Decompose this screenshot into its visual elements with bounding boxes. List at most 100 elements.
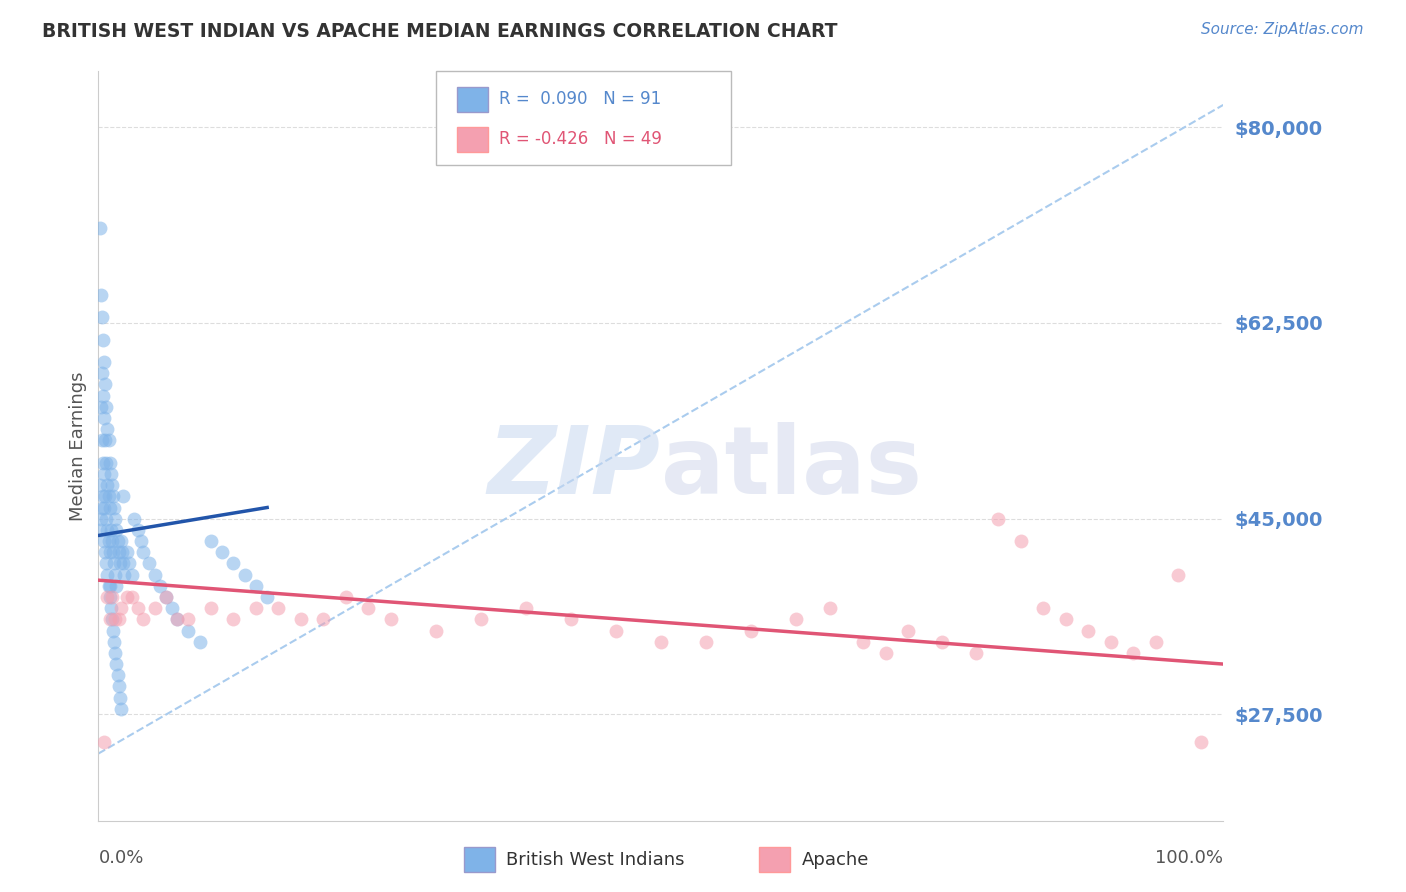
Text: ZIP: ZIP xyxy=(488,423,661,515)
Point xyxy=(112,557,135,571)
Point xyxy=(132,612,155,626)
Point xyxy=(105,523,128,537)
Point xyxy=(931,634,953,648)
Point xyxy=(94,377,117,392)
Point xyxy=(245,601,267,615)
Point xyxy=(101,545,124,559)
Point xyxy=(101,534,124,549)
Point xyxy=(107,680,129,694)
Point xyxy=(695,634,717,648)
Point xyxy=(100,601,122,615)
Point xyxy=(1032,601,1054,615)
Point xyxy=(104,567,127,582)
Point xyxy=(93,534,115,549)
Point xyxy=(96,557,118,571)
Point xyxy=(127,601,149,615)
Point xyxy=(110,534,132,549)
Point xyxy=(90,500,112,515)
Text: 0.0%: 0.0% xyxy=(98,848,143,867)
Point xyxy=(89,221,111,235)
Point xyxy=(96,422,118,436)
Point xyxy=(149,579,172,593)
Point xyxy=(111,545,134,559)
Point xyxy=(97,579,120,593)
Point xyxy=(166,612,188,626)
Text: BRITISH WEST INDIAN VS APACHE MEDIAN EARNINGS CORRELATION CHART: BRITISH WEST INDIAN VS APACHE MEDIAN EAR… xyxy=(42,22,838,41)
Point xyxy=(93,467,115,481)
Point xyxy=(335,590,357,604)
Point xyxy=(138,557,160,571)
Point xyxy=(965,646,987,660)
Point xyxy=(104,511,127,525)
Point xyxy=(94,434,117,448)
Point xyxy=(987,511,1010,525)
Point xyxy=(101,624,124,638)
Point xyxy=(97,489,120,503)
Point xyxy=(103,634,125,648)
Point xyxy=(875,646,897,660)
Point xyxy=(115,590,138,604)
Point xyxy=(104,612,127,626)
Point xyxy=(112,489,135,503)
Point xyxy=(96,400,118,414)
Point xyxy=(110,702,132,716)
Point xyxy=(470,612,492,626)
Point xyxy=(267,601,290,615)
Point xyxy=(90,511,112,525)
Point xyxy=(98,545,121,559)
Point xyxy=(91,489,114,503)
Point xyxy=(97,534,120,549)
Text: Apache: Apache xyxy=(801,851,869,869)
Point xyxy=(177,612,200,626)
Point xyxy=(211,545,233,559)
Point xyxy=(93,735,115,749)
Point xyxy=(96,511,118,525)
Point xyxy=(96,590,118,604)
Point xyxy=(132,545,155,559)
Point xyxy=(104,646,127,660)
Point xyxy=(233,567,256,582)
Point xyxy=(740,624,762,638)
Point xyxy=(515,601,537,615)
Point xyxy=(96,523,118,537)
Point xyxy=(98,456,121,470)
Point xyxy=(245,579,267,593)
Point xyxy=(177,624,200,638)
Point xyxy=(357,601,380,615)
Point xyxy=(98,590,121,604)
Point xyxy=(124,511,146,525)
Text: Source: ZipAtlas.com: Source: ZipAtlas.com xyxy=(1201,22,1364,37)
Point xyxy=(107,668,129,682)
Point xyxy=(1122,646,1144,660)
Point xyxy=(110,601,132,615)
Point xyxy=(1189,735,1212,749)
Point xyxy=(105,657,128,671)
Point xyxy=(160,601,183,615)
Point xyxy=(89,523,111,537)
Point xyxy=(90,310,112,325)
Point xyxy=(94,489,117,503)
Point xyxy=(188,634,211,648)
Point xyxy=(143,601,166,615)
Text: 100.0%: 100.0% xyxy=(1156,848,1223,867)
Point xyxy=(118,557,141,571)
Point xyxy=(115,545,138,559)
Point xyxy=(101,478,124,492)
Point xyxy=(1099,634,1122,648)
Text: R = -0.426   N = 49: R = -0.426 N = 49 xyxy=(499,130,662,148)
Point xyxy=(166,612,188,626)
Point xyxy=(222,557,245,571)
Point xyxy=(897,624,920,638)
Point xyxy=(91,333,114,347)
Point xyxy=(107,612,129,626)
Point xyxy=(91,389,114,403)
Point xyxy=(127,523,149,537)
Point xyxy=(93,411,115,425)
Point xyxy=(96,456,118,470)
Point xyxy=(129,534,152,549)
Point xyxy=(107,545,129,559)
Point xyxy=(101,489,124,503)
Point xyxy=(121,567,143,582)
Point xyxy=(312,612,335,626)
Point xyxy=(103,557,125,571)
